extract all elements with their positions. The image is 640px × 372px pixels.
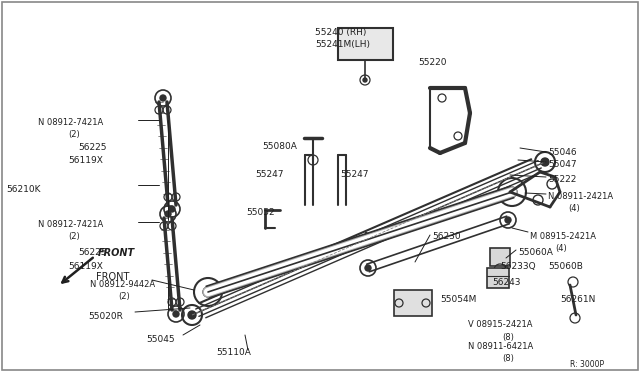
Text: N 08911-6421A: N 08911-6421A xyxy=(468,342,533,351)
Text: 55241M(LH): 55241M(LH) xyxy=(315,40,370,49)
Text: (4): (4) xyxy=(555,244,567,253)
Bar xyxy=(487,268,509,288)
Text: 55052: 55052 xyxy=(246,208,275,217)
Circle shape xyxy=(505,217,511,223)
Text: 56210K: 56210K xyxy=(6,185,40,194)
Circle shape xyxy=(165,211,171,217)
Text: (2): (2) xyxy=(68,232,80,241)
Text: 56233Q: 56233Q xyxy=(500,262,536,271)
Text: 55222: 55222 xyxy=(548,175,577,184)
Text: 55247: 55247 xyxy=(340,170,369,179)
Text: FRONT: FRONT xyxy=(98,248,135,258)
Text: M 08915-2421A: M 08915-2421A xyxy=(530,232,596,241)
Circle shape xyxy=(363,78,367,82)
Text: 55240 (RH): 55240 (RH) xyxy=(315,28,366,37)
Text: N 08912-7421A: N 08912-7421A xyxy=(38,118,103,127)
Circle shape xyxy=(173,311,179,317)
Text: N 08912-7421A: N 08912-7421A xyxy=(38,220,103,229)
Circle shape xyxy=(203,287,213,297)
Text: N 08911-2421A: N 08911-2421A xyxy=(548,192,613,201)
Circle shape xyxy=(160,95,166,101)
Bar xyxy=(490,248,510,266)
Circle shape xyxy=(188,311,196,319)
Text: 55054M: 55054M xyxy=(440,295,476,304)
Text: 56243: 56243 xyxy=(492,278,520,287)
Text: 55045: 55045 xyxy=(146,335,175,344)
Text: 56225: 56225 xyxy=(78,143,106,152)
Text: (4): (4) xyxy=(568,204,580,213)
Text: 55220: 55220 xyxy=(418,58,447,67)
Text: 56119X: 56119X xyxy=(68,156,103,165)
Text: 55110A: 55110A xyxy=(216,348,251,357)
Text: (8): (8) xyxy=(502,333,514,342)
Circle shape xyxy=(365,265,371,271)
Circle shape xyxy=(169,206,175,212)
Text: (2): (2) xyxy=(118,292,130,301)
Text: 55020R: 55020R xyxy=(88,312,123,321)
Text: 55060A: 55060A xyxy=(518,248,553,257)
Text: V 08915-2421A: V 08915-2421A xyxy=(468,320,532,329)
Text: N 08912-9442A: N 08912-9442A xyxy=(90,280,155,289)
Text: 55047: 55047 xyxy=(548,160,577,169)
Text: 55247: 55247 xyxy=(255,170,284,179)
Text: 55046: 55046 xyxy=(548,148,577,157)
Text: FRONT: FRONT xyxy=(96,272,129,282)
Bar xyxy=(338,28,393,60)
Text: (8): (8) xyxy=(502,354,514,363)
Text: 56225: 56225 xyxy=(78,248,106,257)
Text: 56119X: 56119X xyxy=(68,262,103,271)
Circle shape xyxy=(541,158,549,166)
Text: 56261N: 56261N xyxy=(560,295,595,304)
Text: R: 3000P: R: 3000P xyxy=(570,360,604,369)
Circle shape xyxy=(507,187,517,197)
Text: (2): (2) xyxy=(68,130,80,139)
Text: 56230: 56230 xyxy=(432,232,461,241)
Bar xyxy=(394,290,432,316)
Text: 55060B: 55060B xyxy=(548,262,583,271)
Text: 55080A: 55080A xyxy=(262,142,297,151)
